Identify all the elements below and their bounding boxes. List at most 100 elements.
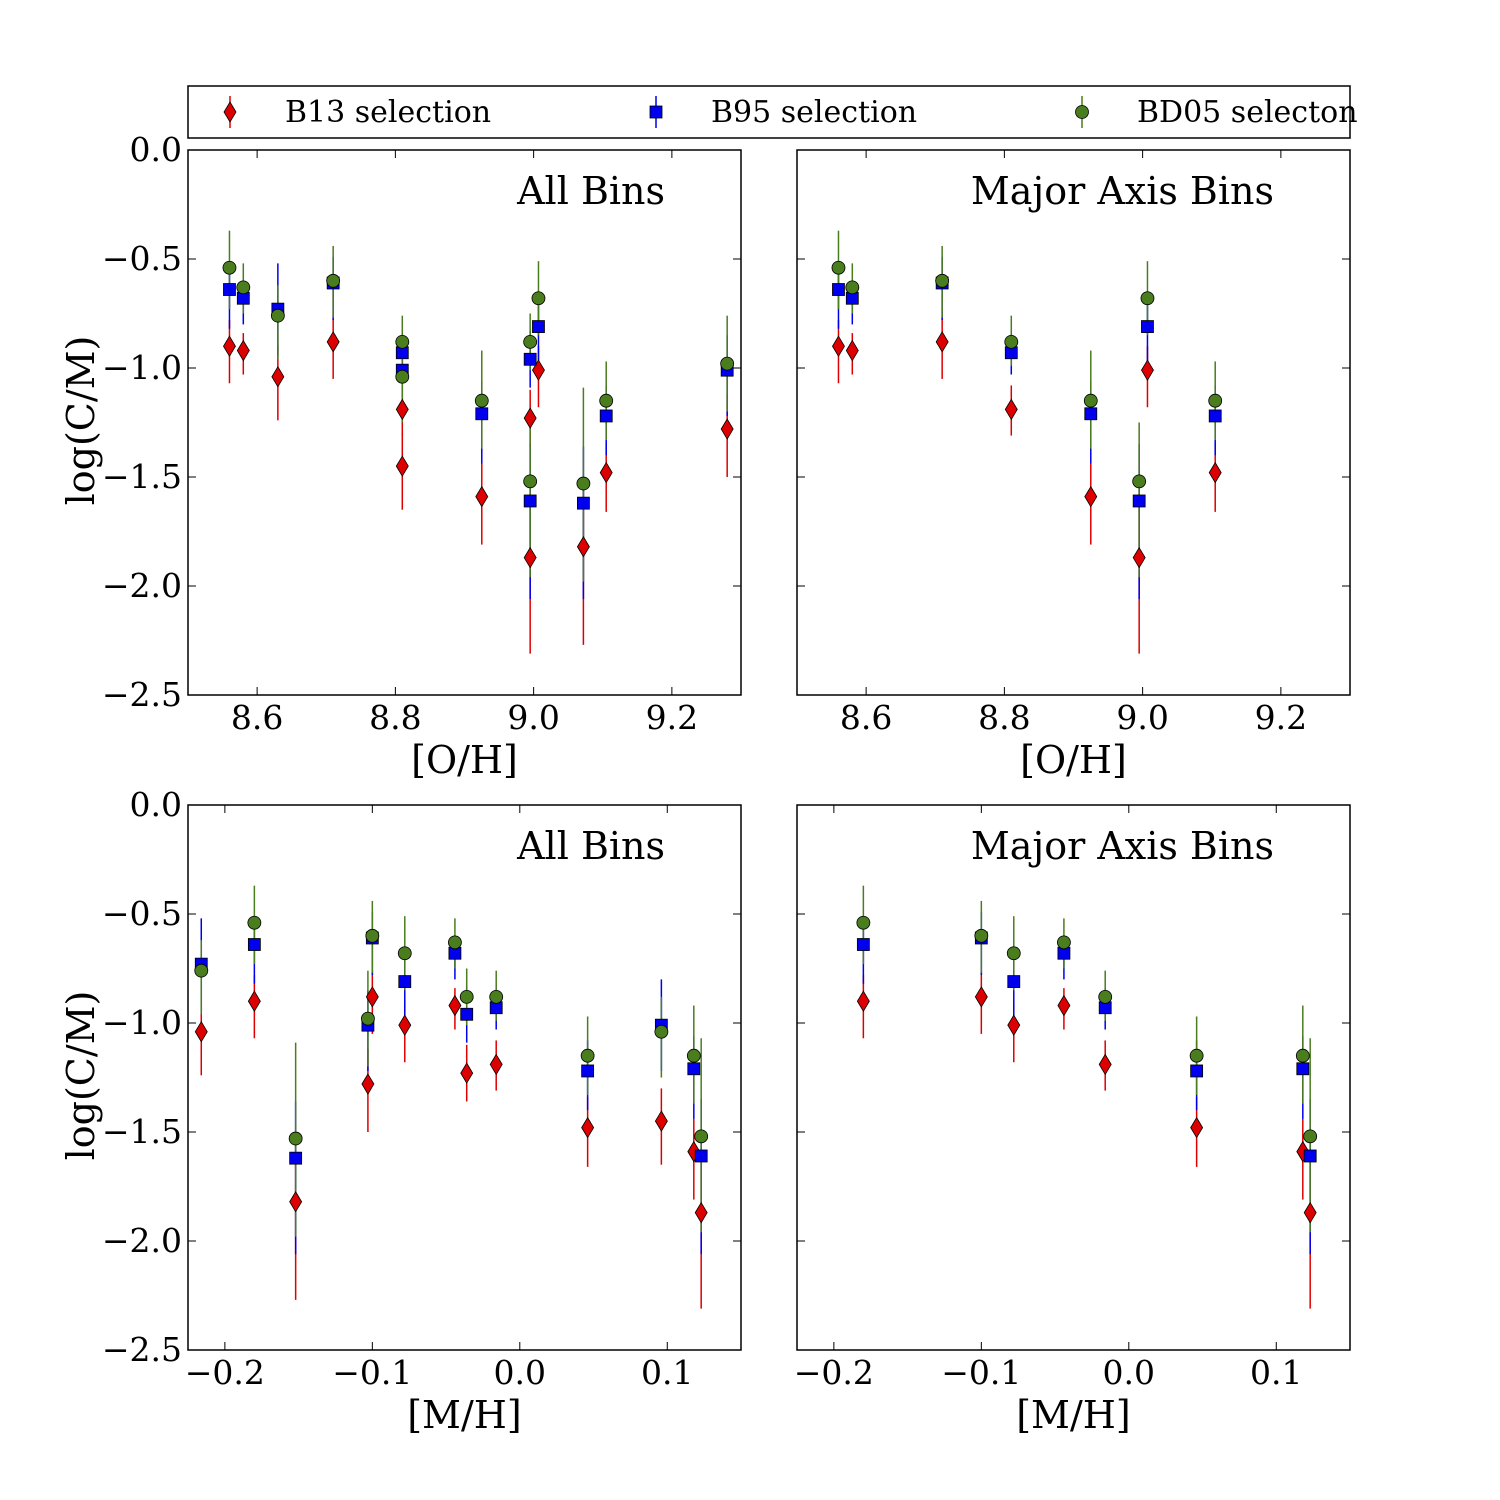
x-tick-label: 9.0 [507,698,559,737]
B95-point [1007,975,1021,988]
y-axis-label: log(C/M) [59,991,103,1161]
BD05-point [222,260,237,275]
BD05-point [395,334,410,349]
B13-point [1057,994,1071,1017]
B13-point [974,986,988,1008]
B13-point [845,339,859,362]
B13-point [1132,546,1146,569]
x-tick-label: 0.0 [1103,1353,1155,1392]
B95-point [576,496,590,510]
x-tick-label: 8.8 [978,698,1030,737]
B13-point [194,1020,208,1043]
B13-point [523,546,537,569]
B13-point [1084,485,1098,508]
panel-title: All Bins [516,169,665,213]
legend-BD05-marker [1075,105,1089,119]
B13-point [361,1073,375,1095]
y-tick-label: −2.0 [102,1221,182,1260]
plot-area [194,885,709,1309]
BD05-point [448,935,462,950]
x-tick-label: 8.6 [231,698,283,737]
legend-BD05-label: BD05 selecton [1137,95,1358,130]
y-tick-label: 0.0 [130,785,182,824]
BD05-point [686,1048,701,1063]
B13-point [856,990,870,1012]
B13-point [475,485,489,508]
B95-point [247,938,261,951]
B95-point [1190,1064,1204,1078]
BD05-point [1004,334,1019,349]
y-tick-label: −1.0 [102,348,182,387]
B95-point [1132,494,1146,508]
BD05-point [580,1048,595,1063]
BD05-point [1083,393,1098,408]
BD05-point [1057,935,1071,950]
B13-point [523,407,537,429]
panel-3: −0.2 −0.1 0.0 0.1 0.0 −0.5 −1.0 −1.5 −2.0 −2.5 All… [59,785,742,1437]
B13-point [326,331,340,353]
x-tick-label: −0.2 [185,1353,265,1392]
B95-point [523,494,537,508]
BD05-point [194,963,209,978]
B95-point [856,938,870,951]
panel-title: Major Axis Bins [971,169,1274,213]
B95-point [532,320,545,333]
y-tick-label: −2.5 [102,1330,182,1369]
BD05-point [397,946,412,961]
panel-4: −0.2 −0.1 0.0 0.1 Major Axis Bins [M/H] [794,804,1351,1437]
B13-point [599,461,613,484]
y-tick-label: −0.5 [102,894,182,933]
panel-1: 8.6 8.8 9.0 9.2 0.0 −0.5 −1.0 −1.5 −2.0 −2.5 All B… [59,130,742,782]
B95-point [832,283,845,296]
BD05-point [935,273,950,288]
B95-point [523,352,537,366]
y-tick-label: −0.5 [102,239,182,278]
BD05-point [247,915,262,930]
BD05-point [523,334,538,349]
BD05-point [1006,946,1021,961]
B13-point [832,335,845,357]
B95-point [581,1064,595,1078]
B13-point [654,1110,668,1132]
B95-point [1141,320,1154,333]
B13-point [581,1116,595,1139]
B13-point [489,1053,503,1076]
x-axis-label: [O/H] [411,738,518,782]
BD05-point [1189,1048,1204,1063]
B13-point [398,1014,412,1036]
B13-point [1208,461,1222,484]
BD05-point [974,928,989,943]
B13-point [694,1201,708,1224]
x-tick-label: −0.2 [794,1353,874,1392]
B13-point [460,1062,474,1084]
B13-point [1140,359,1154,381]
panel-frame [796,804,1351,1351]
x-tick-label: 0.1 [641,1353,693,1392]
B95-point [599,409,613,423]
BD05-point [1132,474,1147,489]
x-tick-label: 8.8 [369,698,421,737]
legend-B13-marker [223,101,237,123]
x-tick-label: 9.2 [646,698,698,737]
BD05-point [654,1024,669,1039]
legend: B13 selection B95 selection BD05 selecton [187,85,1358,139]
BD05-point [1098,989,1113,1004]
x-tick-label: 9.2 [1255,698,1307,737]
B13-point [1303,1201,1317,1224]
BD05-point [531,291,546,306]
BD05-point [236,280,251,295]
B13-point [935,331,949,353]
BD05-point [489,989,504,1004]
BD05-point [1208,393,1223,408]
B13-point [395,455,409,477]
BD05-point [395,369,410,384]
B13-point [271,365,285,388]
x-axis-label: [O/H] [1020,738,1127,782]
plot-area [831,230,1223,654]
y-tick-label: −1.0 [102,1003,182,1042]
BD05-point [694,1129,709,1144]
x-tick-label: −0.1 [332,1353,412,1392]
BD05-point [1295,1048,1310,1063]
